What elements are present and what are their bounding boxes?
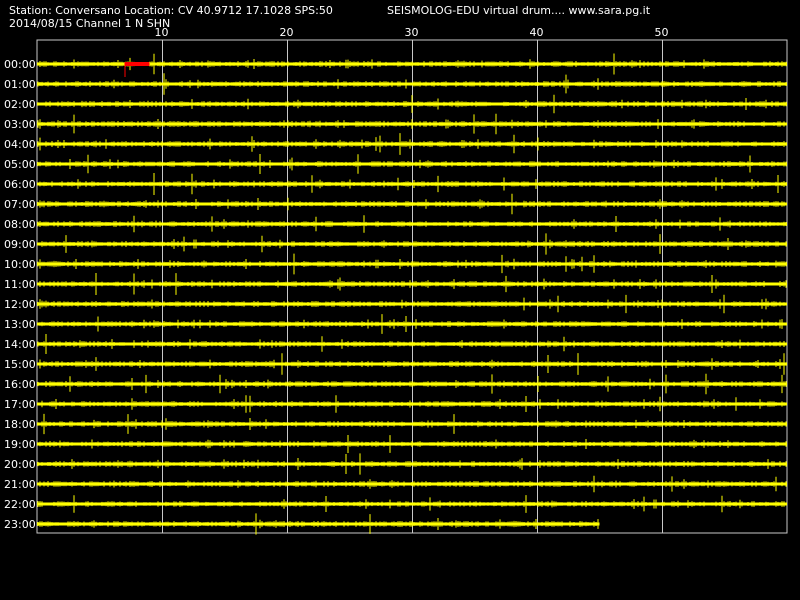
trace-18 xyxy=(37,413,787,435)
trace-8 xyxy=(37,215,787,233)
row-label-1500: 15:00 xyxy=(4,358,36,371)
trace-23 xyxy=(37,513,599,535)
row-label-0300: 03:00 xyxy=(4,118,36,131)
trace-2 xyxy=(37,94,787,114)
trace-21 xyxy=(37,475,787,493)
header-info: Station: Conversano Location: CV 40.9712… xyxy=(9,4,333,30)
trace-20 xyxy=(37,453,787,475)
row-label-0400: 04:00 xyxy=(4,138,36,151)
x-tick-label-40: 40 xyxy=(530,26,544,39)
trace-6 xyxy=(37,173,787,195)
row-label-0200: 02:00 xyxy=(4,98,36,111)
row-label-0600: 06:00 xyxy=(4,178,36,191)
trace-3 xyxy=(37,113,787,135)
trace-7 xyxy=(37,193,787,215)
trace-5 xyxy=(37,154,787,174)
row-label-1700: 17:00 xyxy=(4,398,36,411)
trace-15 xyxy=(37,353,787,375)
x-tick-label-10: 10 xyxy=(155,26,169,39)
trace-16 xyxy=(37,373,787,395)
date-channel-line: 2014/08/15 Channel 1 N SHN xyxy=(9,17,171,30)
row-label-2000: 20:00 xyxy=(4,458,36,471)
trace-9 xyxy=(37,233,787,255)
trace-0 xyxy=(37,53,787,75)
row-label-1800: 18:00 xyxy=(4,418,36,431)
row-label-1300: 13:00 xyxy=(4,318,36,331)
trace-22 xyxy=(37,495,787,513)
row-label-1900: 19:00 xyxy=(4,438,36,451)
source-line: SEISMOLOG-EDU virtual drum.... www.sara.… xyxy=(387,4,651,17)
event-marker-0 xyxy=(124,62,150,66)
row-label-0100: 01:00 xyxy=(4,78,36,91)
trace-11 xyxy=(37,273,787,295)
trace-13 xyxy=(37,314,787,334)
trace-14 xyxy=(37,334,787,354)
trace-19 xyxy=(37,435,787,453)
row-label-0000: 00:00 xyxy=(4,58,36,71)
trace-10 xyxy=(37,253,787,275)
x-tick-label-50: 50 xyxy=(655,26,669,39)
row-label-1200: 12:00 xyxy=(4,298,36,311)
trace-12 xyxy=(37,294,787,314)
x-tick-label-20: 20 xyxy=(280,26,294,39)
row-label-2300: 23:00 xyxy=(4,518,36,531)
row-label-0900: 09:00 xyxy=(4,238,36,251)
row-label-2100: 21:00 xyxy=(4,478,36,491)
row-label-1600: 16:00 xyxy=(4,378,36,391)
trace-1 xyxy=(37,73,787,95)
station-line: Station: Conversano Location: CV 40.9712… xyxy=(9,4,333,17)
row-label-2200: 22:00 xyxy=(4,498,36,511)
row-label-1100: 11:00 xyxy=(4,278,36,291)
row-label-1000: 10:00 xyxy=(4,258,36,271)
x-tick-label-30: 30 xyxy=(405,26,419,39)
row-label-0800: 08:00 xyxy=(4,218,36,231)
row-label-0700: 07:00 xyxy=(4,198,36,211)
row-label-0500: 05:00 xyxy=(4,158,36,171)
row-label-1400: 14:00 xyxy=(4,338,36,351)
trace-4 xyxy=(37,133,787,155)
trace-17 xyxy=(37,395,787,413)
